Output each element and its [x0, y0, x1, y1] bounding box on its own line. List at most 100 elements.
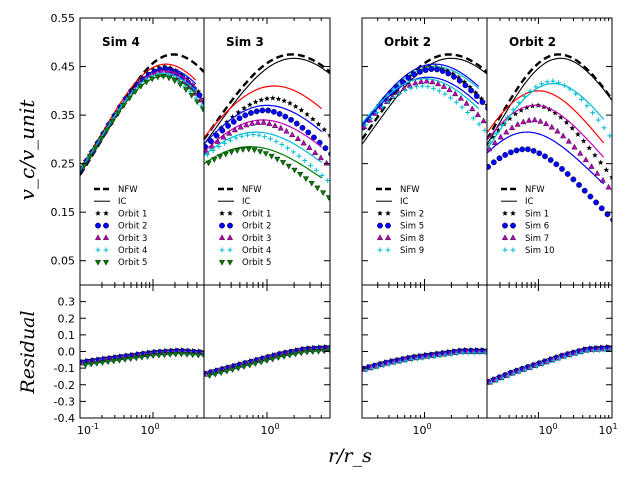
data-point: [233, 135, 239, 141]
residual-point: [460, 350, 466, 356]
series-line-4: [80, 72, 197, 171]
data-point: [594, 170, 601, 176]
data-point: [276, 110, 283, 117]
data-point: [306, 144, 313, 151]
data-point: [305, 129, 312, 136]
data-point: [436, 88, 442, 94]
data-point: [439, 68, 446, 75]
residual-point: [562, 354, 568, 360]
data-point: [304, 111, 310, 117]
data-point: [434, 66, 440, 73]
data-point: [205, 160, 212, 167]
legend-marker: [377, 210, 383, 216]
data-point: [610, 217, 612, 223]
residual-point: [315, 349, 322, 355]
data-point: [289, 131, 296, 138]
residual-point: [539, 361, 545, 367]
data-point: [482, 127, 487, 133]
residual-point: [172, 351, 179, 358]
residual-point: [82, 362, 89, 369]
data-point: [446, 86, 453, 93]
residual-point: [138, 354, 146, 361]
data-point: [285, 163, 292, 170]
residual-point: [420, 355, 426, 361]
data-point: [202, 99, 204, 106]
data-point: [435, 80, 442, 87]
data-point: [98, 136, 105, 143]
data-point: [194, 99, 201, 106]
residual-point: [414, 356, 420, 362]
panel-title: Orbit 2: [509, 35, 556, 49]
residual-axis-label: Residual: [17, 310, 39, 394]
data-point: [607, 133, 612, 139]
data-point: [487, 163, 492, 170]
data-point: [504, 114, 510, 120]
residual-point: [178, 351, 185, 358]
residual-point: [448, 351, 454, 357]
data-point: [331, 183, 336, 188]
series-line-5: [204, 145, 322, 179]
data-point: [385, 99, 391, 105]
y-tick-label: 0.35: [51, 109, 76, 122]
residual-point: [596, 347, 602, 353]
legend-marker: [103, 247, 109, 253]
residual-point: [329, 350, 330, 351]
residual-point: [206, 352, 211, 357]
data-point: [299, 124, 306, 131]
data-point: [418, 78, 425, 84]
data-point: [321, 126, 328, 133]
legend-marker: [227, 222, 233, 229]
residual-tick-label: 0.3: [58, 296, 76, 309]
residual-point: [573, 351, 579, 357]
data-point: [222, 151, 229, 158]
data-point: [584, 103, 590, 109]
residual-point: [122, 357, 129, 363]
legend-label: Sim 6: [525, 222, 549, 232]
data-point: [256, 132, 262, 138]
panel-3: Orbit 2 NFW IC Sim 2 Sim 5 Sim 8 Sim 9: [361, 17, 488, 419]
residual-point: [443, 352, 449, 358]
data-point: [294, 135, 301, 141]
data-point: [613, 142, 618, 147]
data-point: [514, 121, 521, 127]
data-point: [601, 125, 607, 131]
panel-2: Sim 3 NFW IC Orbit 1 Orbit 2 Orbit 3 Orbit 4 Or…: [203, 17, 336, 419]
series-line-1: [204, 85, 322, 138]
residual-point: [93, 360, 100, 367]
residual-point: [99, 360, 106, 366]
data-point: [279, 141, 285, 147]
data-point: [412, 79, 419, 86]
data-point: [265, 107, 272, 114]
residual-point: [522, 367, 528, 373]
data-point: [533, 84, 539, 90]
data-point: [440, 83, 447, 89]
data-point: [325, 178, 330, 184]
legend-label: Sim 9: [400, 246, 424, 256]
legend-marker: [502, 222, 508, 229]
residual-point: [127, 356, 134, 363]
data-point: [234, 148, 241, 154]
data-point: [231, 126, 238, 133]
data-point: [248, 110, 254, 116]
residual-point: [431, 353, 437, 359]
series-line-2: [487, 131, 605, 185]
data-point: [487, 141, 490, 147]
data-point: [302, 176, 309, 183]
data-point: [431, 85, 437, 91]
data-point: [239, 133, 245, 139]
data-point: [554, 127, 561, 134]
data-point: [281, 97, 287, 104]
data-point: [578, 96, 584, 102]
residual-point: [88, 361, 95, 368]
data-point: [485, 105, 487, 112]
residual-point: [409, 357, 415, 363]
residual-point: [511, 371, 517, 377]
data-point: [253, 108, 260, 115]
legend-marker: [501, 234, 509, 241]
data-point: [570, 176, 577, 183]
data-point: [188, 93, 195, 99]
data-point: [230, 118, 237, 125]
residual-point: [426, 354, 432, 360]
data-point: [516, 100, 522, 106]
